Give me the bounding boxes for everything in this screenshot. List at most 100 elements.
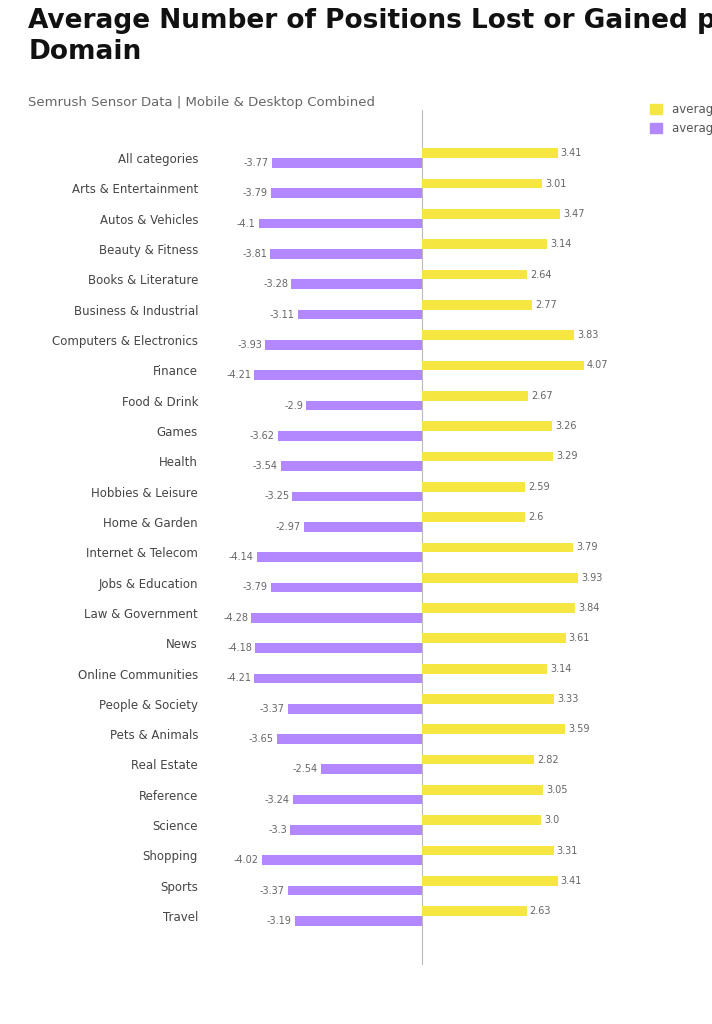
Text: 2.6: 2.6 (528, 512, 544, 522)
Bar (422, 755, 534, 765)
Text: 2.67: 2.67 (531, 391, 553, 400)
Bar (254, 674, 422, 683)
Text: -4.14: -4.14 (229, 552, 254, 562)
Text: -3.19: -3.19 (267, 915, 292, 926)
Text: 3.41: 3.41 (561, 148, 582, 159)
Bar (295, 916, 422, 926)
Bar (422, 421, 552, 431)
Text: -3.54: -3.54 (253, 461, 278, 471)
Bar (306, 400, 422, 411)
Bar (256, 643, 422, 653)
Text: 3.14: 3.14 (550, 664, 572, 674)
Text: 3.01: 3.01 (545, 178, 566, 188)
Bar (422, 785, 543, 795)
Text: -3.24: -3.24 (265, 795, 290, 805)
Bar (422, 876, 557, 886)
Bar (278, 431, 422, 440)
Text: -3.62: -3.62 (250, 431, 275, 440)
Bar (422, 209, 560, 219)
Text: -4.02: -4.02 (234, 855, 258, 865)
Text: 3.93: 3.93 (582, 572, 603, 583)
Text: 3.83: 3.83 (577, 330, 599, 340)
Text: 3.41: 3.41 (561, 876, 582, 886)
Text: -3.11: -3.11 (270, 309, 295, 319)
Bar (422, 482, 525, 492)
Bar (298, 309, 422, 319)
Bar (422, 179, 542, 188)
Text: -4.21: -4.21 (226, 674, 251, 683)
Bar (422, 815, 541, 825)
Text: 3.0: 3.0 (545, 815, 560, 825)
Bar (291, 280, 422, 289)
Bar (422, 724, 565, 734)
Text: SEMRUSH: SEMRUSH (606, 990, 691, 1005)
Text: -2.97: -2.97 (276, 522, 300, 531)
Bar (251, 613, 422, 623)
Bar (422, 543, 572, 552)
Text: -3.65: -3.65 (248, 734, 273, 744)
Text: -2.9: -2.9 (284, 400, 303, 411)
Text: 2.59: 2.59 (528, 481, 550, 492)
Text: -2.54: -2.54 (293, 764, 318, 774)
Text: -4.1: -4.1 (236, 218, 256, 228)
Bar (422, 269, 527, 280)
Text: -3.77: -3.77 (244, 158, 268, 168)
Text: -3.37: -3.37 (260, 886, 285, 896)
Bar (288, 886, 422, 895)
Text: -3.28: -3.28 (263, 280, 288, 289)
Text: -4.28: -4.28 (224, 612, 248, 623)
Bar (422, 452, 553, 461)
Text: -3.93: -3.93 (237, 340, 262, 350)
Bar (303, 522, 422, 531)
Bar (422, 664, 547, 674)
Bar (271, 583, 422, 592)
Text: 3.31: 3.31 (557, 846, 578, 856)
Bar (272, 158, 422, 168)
Bar (288, 703, 422, 714)
Text: 3.33: 3.33 (557, 694, 579, 703)
Text: 3.84: 3.84 (578, 603, 600, 613)
Text: Semrush Sensor Data | Mobile & Desktop Combined: Semrush Sensor Data | Mobile & Desktop C… (28, 96, 375, 110)
Text: -3.25: -3.25 (264, 492, 289, 502)
Bar (422, 300, 532, 309)
Text: -4.21: -4.21 (226, 371, 251, 380)
Bar (293, 492, 422, 502)
Text: -3.81: -3.81 (242, 249, 267, 259)
Text: 4.07: 4.07 (587, 360, 609, 371)
Bar (422, 906, 527, 916)
Bar (422, 148, 557, 158)
Text: 3.47: 3.47 (563, 209, 585, 219)
Bar (276, 734, 422, 743)
Bar (320, 765, 422, 774)
Text: Average Number of Positions Lost or Gained per
Domain: Average Number of Positions Lost or Gain… (28, 8, 712, 66)
Text: -4.18: -4.18 (227, 643, 252, 653)
Bar (293, 795, 422, 805)
Bar (422, 572, 578, 583)
Text: 3.59: 3.59 (568, 724, 590, 734)
Bar (422, 331, 575, 340)
Bar (281, 461, 422, 471)
Bar (271, 188, 422, 199)
Bar (254, 371, 422, 380)
Text: -3.79: -3.79 (243, 188, 268, 199)
Bar (266, 340, 422, 350)
Text: 3.61: 3.61 (569, 634, 590, 643)
Text: 2.64: 2.64 (530, 269, 552, 280)
Text: 3.29: 3.29 (556, 452, 577, 462)
Bar (258, 219, 422, 228)
Legend: average gain, average loss: average gain, average loss (650, 103, 712, 135)
Text: -3.3: -3.3 (268, 825, 288, 835)
Text: 3.26: 3.26 (555, 421, 576, 431)
Text: 2.63: 2.63 (530, 906, 551, 916)
Bar (422, 603, 575, 613)
Bar (290, 825, 422, 835)
Text: 3.14: 3.14 (550, 240, 572, 249)
Bar (422, 512, 525, 522)
Text: 3.05: 3.05 (546, 785, 568, 795)
Bar (422, 391, 528, 400)
Text: semrush.com: semrush.com (21, 991, 101, 1004)
Bar (422, 634, 565, 643)
Text: -3.37: -3.37 (260, 703, 285, 714)
Text: 2.77: 2.77 (535, 300, 557, 310)
Bar (422, 360, 584, 371)
